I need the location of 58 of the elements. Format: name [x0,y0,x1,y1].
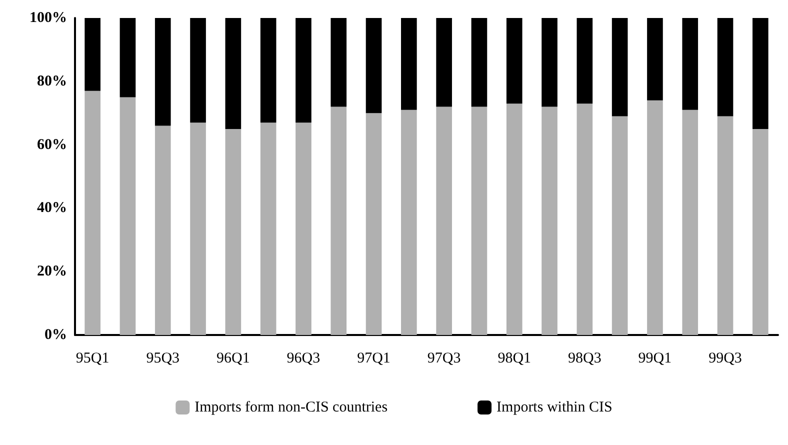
bar [471,106,488,335]
y-tick-label: 0% [44,327,67,343]
bar [84,90,100,335]
y-tick-label: 80% [37,73,67,90]
x-tick-label: 97Q1 [357,350,390,366]
bar [436,106,452,335]
bar [296,122,312,335]
y-tick-label: 60% [37,136,67,153]
bar [154,126,171,335]
bar [612,116,628,335]
bar [296,18,312,123]
bar [542,18,558,107]
bar [612,18,628,116]
bar [576,104,593,335]
bar [717,116,734,335]
x-tick-label: 98Q1 [498,350,532,366]
y-tick-label: 20% [37,264,67,280]
bar [436,18,452,107]
bar [190,18,206,123]
bar [366,113,382,335]
bar [225,18,242,129]
x-tick-label: 96Q3 [286,350,320,366]
bar [84,18,100,91]
y-tick-label: 100% [30,10,67,26]
x-tick-label: 99Q1 [638,350,672,366]
bar [506,104,522,335]
bar [260,122,276,335]
bar [190,122,206,335]
bar [717,18,734,116]
bar [260,18,276,123]
bar [647,100,663,335]
x-tick-label: 99Q3 [708,350,742,366]
bar [120,97,136,335]
bar [752,18,768,129]
bar [752,128,768,335]
bar [576,18,593,104]
bar [401,18,417,110]
y-tick-label: 40% [37,200,67,216]
x-tick-label: 97Q3 [427,350,461,366]
legend-label: Imports form non-CIS countries [194,400,388,416]
bar [471,18,488,107]
x-tick-label: 95Q3 [146,350,180,366]
bar [647,18,663,100]
x-tick-label: 96Q1 [216,350,250,366]
bar [330,18,347,107]
x-tick-label: 98Q3 [568,350,602,366]
bar [542,106,558,335]
bar [506,18,522,104]
bar [401,110,417,335]
bar [120,18,136,98]
x-tick-label: 95Q1 [76,350,110,366]
legend-label: Imports within CIS [496,400,612,416]
bar [682,18,698,110]
bar [682,110,698,335]
bar [225,128,242,335]
bar [366,18,382,114]
bar [330,106,347,335]
bar [154,18,171,126]
